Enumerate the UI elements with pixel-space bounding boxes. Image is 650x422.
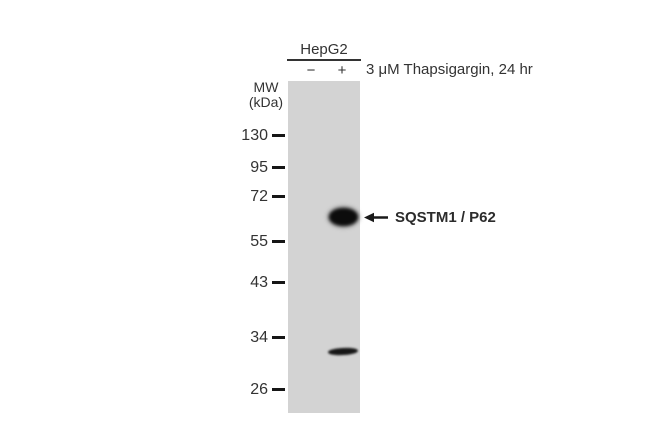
- mw-marker-label: 95: [250, 159, 268, 176]
- mw-marker-55: 55: [228, 233, 288, 251]
- mw-marker-tick: [272, 166, 285, 169]
- band-annotation: SQSTM1 / P62: [364, 207, 496, 227]
- mw-marker-tick: [272, 336, 285, 339]
- mw-marker-34: 34: [228, 329, 288, 347]
- mw-marker-26: 26: [228, 381, 288, 399]
- mw-axis-title: MW (kDa): [243, 80, 289, 110]
- lane-label-plus: +: [337, 62, 347, 79]
- cell-line-underline: [287, 59, 361, 61]
- mw-marker-label: 43: [250, 274, 268, 291]
- lane-label-minus: −: [306, 62, 316, 79]
- left-arrow-icon: [364, 212, 388, 222]
- mw-marker-tick: [272, 388, 285, 391]
- mw-marker-43: 43: [228, 274, 288, 292]
- cell-line-label: HepG2: [300, 41, 348, 58]
- mw-marker-tick: [272, 134, 285, 137]
- mw-marker-label: 130: [241, 127, 268, 144]
- mw-marker-72: 72: [228, 188, 288, 206]
- mw-axis-title-line2: (kDa): [248, 94, 284, 110]
- gel-strip: [288, 81, 360, 413]
- mw-marker-95: 95: [228, 159, 288, 177]
- mw-marker-tick: [272, 195, 285, 198]
- mw-marker-tick: [272, 240, 285, 243]
- mw-axis-title-line1: MW: [253, 79, 279, 95]
- band-lower-32kda: [327, 347, 359, 356]
- mw-marker-tick: [272, 281, 285, 284]
- mw-marker-label: 34: [250, 329, 268, 346]
- treatment-label: 3 μM Thapsigargin, 24 hr: [366, 61, 533, 78]
- mw-marker-130: 130: [228, 127, 288, 145]
- mw-marker-label: 72: [250, 188, 268, 205]
- band-sqstm1-p62: [329, 208, 358, 226]
- mw-marker-label: 26: [250, 381, 268, 398]
- mw-marker-label: 55: [250, 233, 268, 250]
- annotation-label: SQSTM1 / P62: [395, 208, 496, 226]
